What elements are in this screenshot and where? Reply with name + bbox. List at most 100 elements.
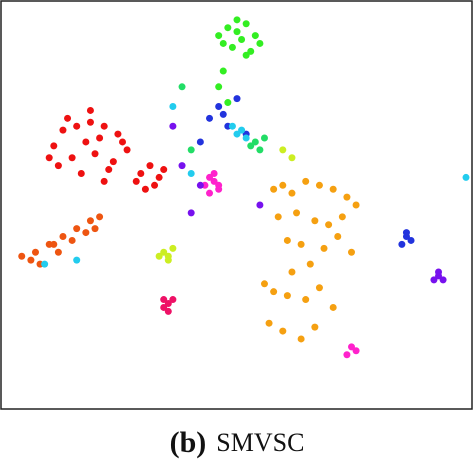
- point: [288, 154, 296, 162]
- point: [462, 173, 470, 181]
- point: [91, 225, 99, 233]
- point: [27, 256, 35, 264]
- point: [137, 169, 145, 177]
- point: [219, 39, 227, 47]
- point: [311, 323, 319, 331]
- points: [18, 16, 470, 359]
- point: [219, 110, 227, 118]
- point: [233, 16, 241, 24]
- point: [348, 343, 355, 351]
- point: [187, 209, 195, 217]
- point: [329, 185, 337, 193]
- panel-label: (b): [170, 426, 207, 459]
- point: [86, 118, 94, 126]
- point: [352, 347, 360, 355]
- point: [169, 122, 177, 130]
- point: [343, 351, 351, 359]
- point: [293, 209, 301, 217]
- point: [169, 296, 177, 304]
- point: [279, 181, 287, 189]
- point: [119, 138, 126, 146]
- point: [343, 193, 351, 201]
- point: [109, 158, 117, 166]
- point: [45, 154, 53, 162]
- point: [96, 213, 104, 221]
- point: [91, 150, 99, 158]
- point: [247, 47, 255, 55]
- point: [279, 327, 287, 335]
- point: [288, 268, 296, 276]
- point: [224, 24, 232, 32]
- point: [251, 32, 259, 40]
- point: [265, 319, 273, 327]
- point: [59, 233, 67, 241]
- point: [260, 280, 268, 288]
- point: [155, 252, 163, 260]
- point: [315, 181, 323, 189]
- point: [86, 217, 94, 225]
- point: [114, 130, 122, 138]
- point: [169, 103, 177, 110]
- point: [251, 138, 259, 146]
- point: [206, 114, 214, 122]
- point: [283, 236, 291, 244]
- caption-title: SMVSC: [216, 428, 304, 457]
- point: [187, 169, 195, 177]
- plot-frame: [0, 0, 473, 410]
- point: [233, 95, 241, 103]
- point: [18, 252, 26, 260]
- point: [256, 146, 264, 154]
- point: [352, 201, 360, 209]
- point: [233, 28, 241, 36]
- point: [100, 177, 108, 185]
- point: [68, 236, 76, 244]
- point: [82, 138, 90, 146]
- point: [242, 51, 250, 59]
- point: [325, 221, 333, 229]
- point: [297, 335, 305, 343]
- point: [206, 173, 214, 181]
- point: [228, 122, 236, 130]
- point: [288, 189, 296, 197]
- point: [338, 213, 346, 221]
- point: [306, 260, 314, 268]
- point: [132, 177, 140, 185]
- point: [283, 292, 291, 300]
- point: [50, 240, 58, 248]
- point: [407, 236, 415, 244]
- point: [146, 162, 154, 170]
- point: [50, 142, 58, 150]
- point: [242, 20, 250, 28]
- point: [82, 229, 90, 237]
- point: [311, 217, 319, 225]
- point: [73, 256, 81, 264]
- point: [64, 114, 72, 122]
- point: [164, 300, 172, 307]
- point: [196, 138, 204, 146]
- point: [215, 185, 223, 193]
- point: [297, 240, 305, 248]
- point: [59, 126, 67, 134]
- caption: (b) SMVSC: [170, 426, 305, 459]
- point: [334, 233, 342, 241]
- point: [435, 268, 443, 276]
- point: [238, 36, 246, 44]
- point: [206, 189, 214, 197]
- point: [398, 240, 406, 248]
- point: [160, 296, 168, 304]
- point: [141, 185, 149, 193]
- point: [151, 181, 159, 189]
- point: [279, 146, 287, 154]
- point: [270, 288, 278, 296]
- point: [160, 166, 168, 174]
- point: [54, 162, 62, 170]
- point: [402, 229, 410, 237]
- point: [178, 83, 186, 91]
- point: [77, 169, 85, 177]
- point: [215, 103, 223, 110]
- point: [164, 307, 172, 315]
- point: [160, 248, 168, 256]
- point: [160, 303, 168, 311]
- point: [123, 146, 131, 154]
